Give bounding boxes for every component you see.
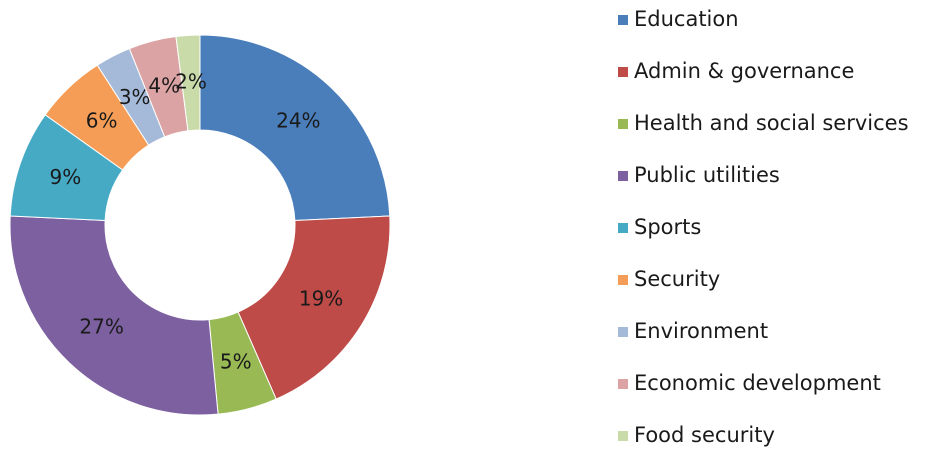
legend-label: Food security — [634, 423, 775, 447]
data-label: 5% — [220, 349, 252, 373]
data-label: 19% — [299, 287, 343, 311]
data-label: 2% — [175, 69, 207, 93]
donut-slice — [175, 34, 201, 132]
donut-slice — [199, 34, 391, 222]
legend-swatch — [618, 431, 628, 441]
legend-swatch — [618, 275, 628, 285]
data-label: 24% — [276, 108, 320, 132]
legend-swatch — [618, 67, 628, 77]
legend-label: Economic development — [634, 371, 881, 395]
data-label: 27% — [79, 315, 123, 339]
data-label: 9% — [49, 165, 81, 189]
legend-swatch — [618, 119, 628, 129]
legend-swatch — [618, 327, 628, 337]
legend-swatch — [618, 223, 628, 233]
donut-slice — [9, 215, 219, 416]
legend-label: Security — [634, 267, 720, 291]
legend-label: Environment — [634, 319, 768, 343]
legend-label: Public utilities — [634, 163, 780, 187]
legend-swatch — [618, 171, 628, 181]
legend-swatch — [618, 15, 628, 25]
legend-label: Sports — [634, 215, 701, 239]
legend-label: Admin & governance — [634, 59, 854, 83]
donut-slice — [237, 215, 391, 400]
data-label: 4% — [148, 74, 180, 98]
legend-label: Health and social services — [634, 111, 909, 135]
legend-label: Education — [634, 7, 739, 31]
data-label: 6% — [86, 108, 118, 132]
legend-swatch — [618, 379, 628, 389]
